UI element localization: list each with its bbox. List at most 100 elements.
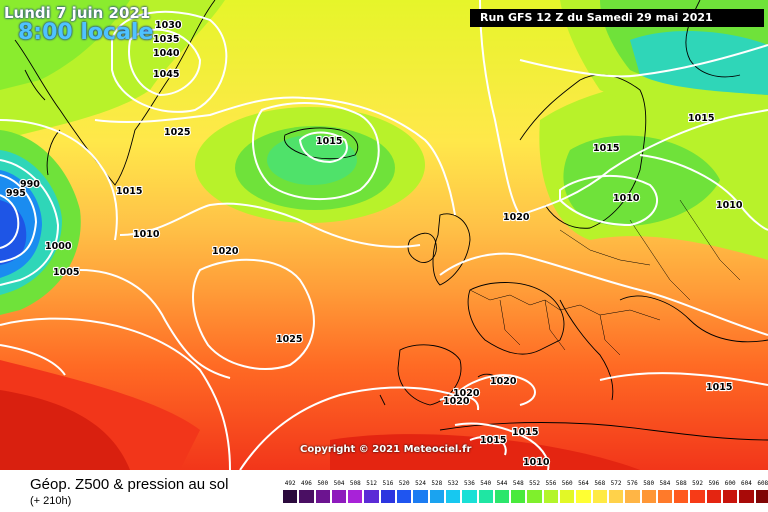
legend-value: 584 (659, 480, 671, 487)
legend-value: 520 (398, 480, 410, 487)
legend-value: 568 (594, 480, 606, 487)
isobar-label: 1005 (53, 267, 79, 278)
legend-swatch: 600 (722, 479, 738, 509)
legend-swatch: 576 (624, 479, 640, 509)
legend-color (331, 490, 347, 503)
legend-value: 512 (366, 480, 378, 487)
legend-swatch: 556 (543, 479, 559, 509)
model-run-banner: Run GFS 12 Z du Samedi 29 mai 2021 (470, 9, 764, 27)
legend-swatch: 588 (673, 479, 689, 509)
legend-color (592, 490, 607, 503)
legend-color (348, 490, 363, 503)
isobar-label: 1020 (490, 376, 517, 387)
legend-value: 508 (349, 480, 361, 487)
legend-value: 600 (724, 480, 736, 487)
legend-color (641, 490, 656, 503)
legend-value: 516 (382, 480, 394, 487)
legend-value: 588 (675, 480, 687, 487)
legend-color (478, 490, 493, 503)
legend-value: 564 (578, 480, 589, 487)
product-title: Géop. Z500 & pression au sol (30, 476, 229, 493)
legend-value: 548 (512, 480, 524, 487)
legend-color (657, 490, 673, 503)
isobar-label: 1015 (480, 435, 506, 446)
legend-color (511, 490, 526, 503)
isobar-label: 1020 (443, 396, 470, 407)
isobar-label: 1015 (116, 186, 142, 197)
legend-value: 492 (284, 480, 296, 487)
isobar-label: 1015 (593, 143, 619, 154)
legend-value: 496 (301, 480, 312, 487)
legend-value: 524 (415, 480, 426, 487)
legend-swatch: 584 (657, 479, 673, 509)
legend-swatch: 512 (363, 479, 379, 509)
forecast-date: Lundi 7 juin 2021 (4, 4, 151, 22)
isobar-label: 1035 (153, 34, 179, 45)
legend-color (380, 490, 396, 503)
isobar-label: 1015 (706, 382, 732, 393)
legend-swatch: 504 (331, 479, 347, 509)
legend-swatch: 508 (347, 479, 363, 509)
legend-color (560, 490, 575, 503)
legend-swatch: 532 (445, 479, 461, 509)
legend-value: 544 (496, 480, 508, 487)
legend-value: 604 (741, 480, 752, 487)
legend-value: 556 (545, 480, 557, 487)
legend-value: 580 (643, 480, 655, 487)
copyright-notice: Copyright © 2021 Meteociel.fr (300, 444, 472, 455)
legend-value: 540 (480, 480, 492, 487)
legend-swatch: 608 (755, 479, 768, 509)
isobar-label: 1025 (276, 334, 302, 345)
country-borders (469, 199, 741, 356)
legend-color (315, 490, 330, 503)
legend-color (445, 490, 461, 503)
legend-value: 608 (757, 480, 768, 487)
legend-swatch: 592 (689, 479, 705, 509)
isobar-label: 1010 (133, 229, 160, 240)
isobar-label: 1025 (164, 127, 190, 138)
lead-time: (+ 210h) (30, 495, 72, 507)
isobar-label: 1020 (212, 246, 239, 257)
isobars (0, 0, 768, 470)
legend-color (429, 490, 444, 503)
legend-swatch: 568 (592, 479, 608, 509)
isobar-label: 995 (6, 188, 26, 199)
legend-color (739, 490, 754, 503)
isobar-label: 1030 (155, 20, 182, 31)
isobar-label: 1015 (688, 113, 714, 124)
legend-swatch: 596 (706, 479, 722, 509)
legend-swatch: 572 (608, 479, 624, 509)
legend-color (755, 490, 768, 503)
legend-color (494, 490, 510, 503)
color-scale-legend: 492 496 500 504 508 512 516 520 524 528 532 536 540 5… (282, 479, 768, 509)
map-footer: Géop. Z500 & pression au sol (+ 210h) 49… (0, 470, 768, 512)
isobar-labels: 1030 1035 1040 1045 1025 1015 990 995 10… (5, 19, 744, 469)
legend-value: 576 (626, 480, 638, 487)
legend-swatch: 544 (494, 479, 510, 509)
legend-color (364, 490, 379, 503)
legend-color (462, 490, 477, 503)
legend-swatch: 492 (282, 479, 298, 509)
legend-swatch: 524 (412, 479, 428, 509)
legend-swatch: 580 (641, 479, 657, 509)
legend-swatch: 552 (526, 479, 542, 509)
coastlines (14, 0, 768, 441)
legend-color (625, 490, 640, 503)
isobar-label: 1020 (453, 388, 480, 399)
legend-color (299, 490, 314, 503)
isobar-label: 1010 (716, 200, 743, 211)
isobar-label: 1020 (503, 212, 530, 223)
legend-swatch: 536 (461, 479, 477, 509)
legend-value: 592 (692, 480, 703, 487)
legend-color (543, 490, 559, 503)
isobar-label: 1010 (613, 193, 640, 204)
legend-value: 500 (317, 480, 329, 487)
isobar-label: 1045 (153, 69, 179, 80)
legend-value: 536 (463, 480, 475, 487)
forecast-valid-time: Lundi 7 juin 2021 8:00 locale (4, 4, 153, 45)
legend-value: 560 (561, 480, 573, 487)
isobar-label: 1010 (523, 457, 550, 468)
legend-color (283, 490, 298, 503)
legend-color (723, 490, 738, 503)
legend-value: 572 (610, 480, 622, 487)
